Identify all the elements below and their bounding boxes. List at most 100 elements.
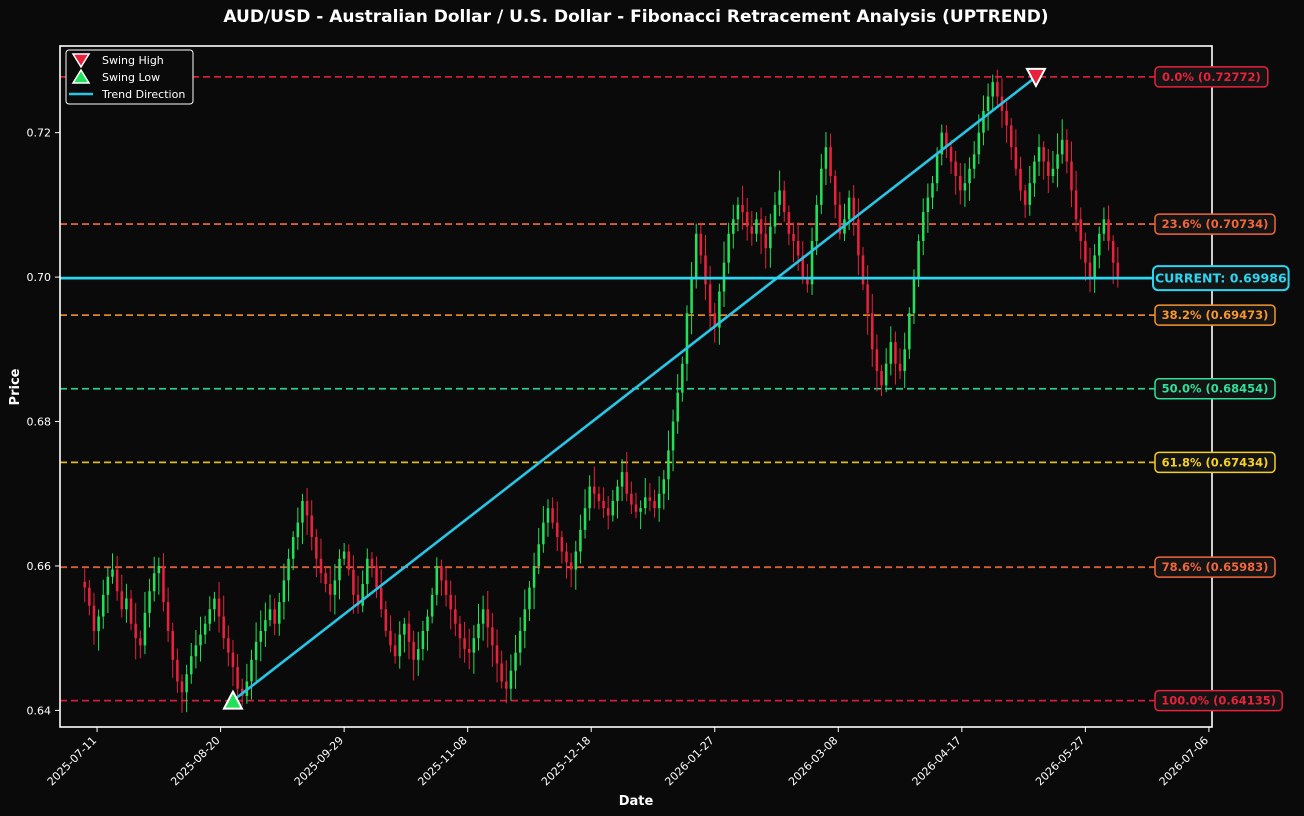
candle-body xyxy=(857,219,860,256)
candle xyxy=(389,615,392,653)
candle-body xyxy=(101,594,105,617)
candle-body xyxy=(384,609,388,631)
candle xyxy=(685,305,689,382)
candle-body xyxy=(328,584,332,595)
swing-high-marker xyxy=(1025,67,1047,89)
candle-body xyxy=(912,277,916,314)
candle-body xyxy=(824,147,828,169)
candle xyxy=(870,293,874,368)
y-tick-label: 0.66 xyxy=(27,560,52,573)
candle-body xyxy=(324,573,327,585)
candle-body xyxy=(426,616,429,631)
candle-body xyxy=(708,284,712,314)
candle xyxy=(162,553,165,612)
candle xyxy=(398,621,402,669)
candle-body xyxy=(189,656,193,675)
candle xyxy=(602,487,605,518)
candle-body xyxy=(963,183,967,191)
candle xyxy=(287,548,290,602)
candle xyxy=(97,609,100,651)
candle-body xyxy=(653,500,656,509)
candle-body xyxy=(806,277,809,285)
candle xyxy=(597,486,601,510)
candle xyxy=(1042,141,1045,180)
candle xyxy=(481,595,485,641)
candle-body xyxy=(1065,139,1069,162)
candle xyxy=(727,222,730,274)
candle-body xyxy=(880,370,883,386)
candle-body xyxy=(227,638,230,653)
candle xyxy=(458,616,462,659)
candle-body xyxy=(370,558,374,566)
candle xyxy=(903,332,906,388)
candle-body xyxy=(115,569,119,592)
candle xyxy=(653,489,656,518)
candle-body xyxy=(481,609,485,624)
candle xyxy=(667,430,670,501)
candle xyxy=(264,602,267,647)
plot-area xyxy=(59,45,1213,728)
candle-body xyxy=(435,565,439,595)
candle xyxy=(583,489,587,539)
candle xyxy=(477,603,480,651)
y-axis-label: Price xyxy=(8,368,23,405)
candle-body xyxy=(972,154,976,169)
candle xyxy=(1107,205,1110,251)
candle-body xyxy=(162,565,165,603)
candle-body xyxy=(759,219,763,234)
candle-body xyxy=(815,204,818,241)
candle xyxy=(954,150,957,195)
candle-body xyxy=(1116,262,1120,278)
candle-body xyxy=(810,240,814,285)
candle xyxy=(421,620,425,661)
candle xyxy=(148,578,151,628)
candle xyxy=(134,603,137,660)
candle xyxy=(1084,232,1087,282)
candle xyxy=(894,331,897,385)
candle xyxy=(792,222,795,263)
candle xyxy=(1060,119,1064,164)
candle-body xyxy=(407,623,411,642)
candle xyxy=(231,639,235,687)
candle xyxy=(115,555,119,601)
candle-body xyxy=(514,652,517,671)
candle xyxy=(185,664,188,713)
candle xyxy=(708,265,712,331)
candle-body xyxy=(894,342,897,364)
candle xyxy=(778,170,781,217)
candle xyxy=(625,451,629,502)
candle-body xyxy=(250,659,253,682)
candle-body xyxy=(305,500,309,516)
candle-body xyxy=(106,576,110,595)
candle-body xyxy=(444,580,448,595)
candle xyxy=(671,409,675,472)
candle xyxy=(324,567,327,593)
candle xyxy=(565,542,568,579)
candle xyxy=(875,334,879,392)
candle-body xyxy=(579,529,582,552)
candle-body xyxy=(634,504,638,512)
legend-swing-low-icon xyxy=(71,68,91,84)
candle-body xyxy=(301,500,304,523)
fib-label: 0.0% (0.72772) xyxy=(1162,70,1261,84)
candle-body xyxy=(611,500,615,516)
candle-body xyxy=(83,581,86,588)
candle xyxy=(690,261,693,335)
candle-body xyxy=(986,96,990,111)
fib-label-box xyxy=(1154,304,1276,326)
candle xyxy=(931,176,934,210)
candle xyxy=(92,592,96,645)
candle-body xyxy=(92,605,96,631)
candle xyxy=(514,634,517,689)
candle xyxy=(1065,129,1069,174)
candle-body xyxy=(347,551,351,570)
candle-body xyxy=(667,450,670,480)
candle-body xyxy=(203,623,207,635)
candle xyxy=(88,580,91,616)
candle-body xyxy=(898,363,902,371)
candle-body xyxy=(440,565,443,581)
candle xyxy=(440,559,443,596)
candle xyxy=(861,246,865,291)
candle-body xyxy=(97,616,100,631)
candle xyxy=(412,630,415,681)
